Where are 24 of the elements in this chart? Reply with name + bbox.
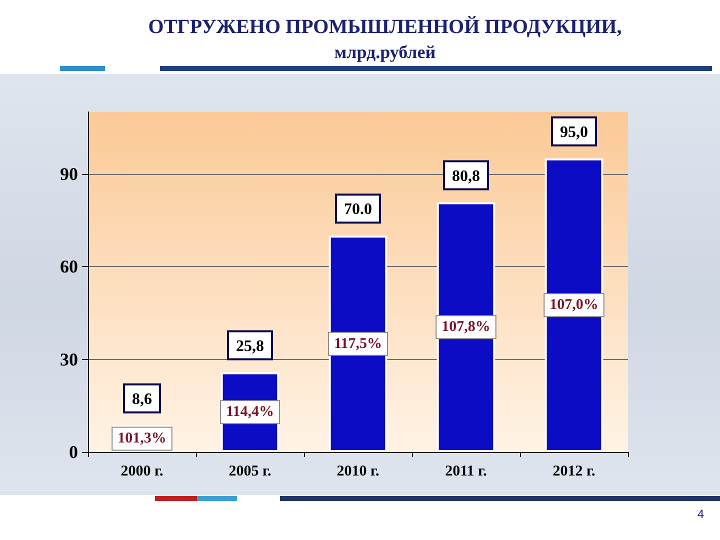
y-tick-label: 0 (69, 442, 78, 462)
annotation: 107,8% (442, 319, 490, 336)
data-label: 80,8 (452, 168, 480, 185)
annotation: 114,4% (226, 404, 274, 420)
x-tick-label: 2011 г. (445, 464, 488, 480)
y-tick-label: 60 (60, 256, 78, 277)
annotation: 107,0% (550, 297, 598, 314)
y-tick-label: 90 (60, 164, 78, 184)
annotation: 101,3% (118, 430, 166, 447)
annotation: 117,5% (334, 336, 382, 352)
x-tick-label: 2012 г. (552, 464, 596, 480)
data-label: 70.0 (344, 201, 372, 218)
x-tick-label: 2010 г. (336, 464, 380, 480)
data-label: 8,6 (132, 390, 152, 408)
x-tick-label: 2000 г. (120, 464, 164, 480)
x-tick-label: 2005 г. (228, 464, 272, 480)
bar (544, 158, 604, 452)
data-label: 25,8 (236, 338, 264, 355)
y-tick-label: 30 (60, 349, 78, 370)
data-label: 95,0 (560, 124, 588, 141)
bar (436, 202, 496, 452)
text: 4 (697, 507, 704, 521)
chart-subtitle: млрд.рублей (334, 42, 436, 62)
chart-title: ОТГРУЖЕНО ПРОМЫШЛЕННОЙ ПРОДУКЦИИ, (148, 15, 622, 38)
